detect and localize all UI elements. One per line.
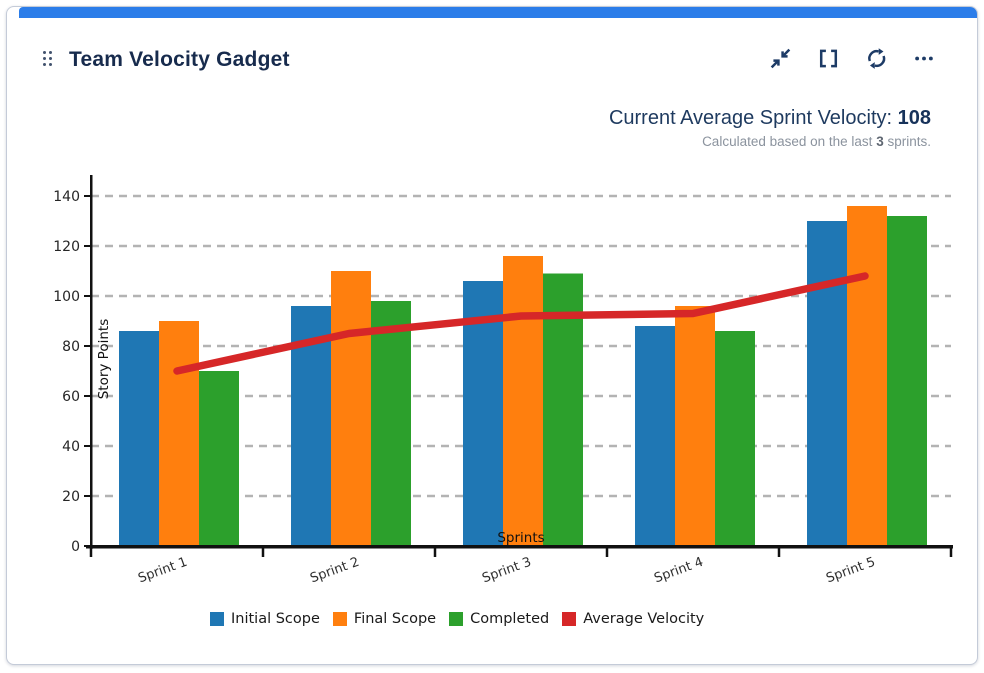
y-tick-label: 80 — [62, 339, 80, 355]
y-tick-label: 100 — [53, 289, 80, 305]
legend-item: Initial Scope — [210, 611, 320, 627]
y-axis-line — [90, 175, 93, 549]
chart-legend: Initial Scope Final Scope Completed Average… — [210, 611, 704, 627]
legend-swatch-icon — [449, 612, 464, 626]
bar-completed — [887, 216, 927, 546]
legend-label: Initial Scope — [231, 611, 320, 627]
gadget-toolbar — [767, 45, 937, 71]
bar-completed — [371, 301, 411, 546]
y-tick-label: 0 — [71, 539, 80, 555]
velocity-gadget-card: Team Velocity Gadget — [6, 6, 978, 665]
y-tick-label: 60 — [62, 389, 80, 405]
legend-swatch-icon — [210, 612, 224, 626]
bar-final-scope — [675, 306, 715, 546]
velocity-summary: Current Average Sprint Velocity: 108 Cal… — [609, 107, 931, 149]
bar-final-scope — [847, 206, 887, 546]
bar-final-scope — [503, 256, 543, 546]
y-tick-label: 20 — [62, 489, 80, 505]
average-velocity-text: Current Average Sprint Velocity: 108 — [609, 107, 931, 130]
bar-initial-scope — [119, 331, 159, 546]
y-tick-label: 120 — [53, 239, 80, 255]
gadget-title: Team Velocity Gadget — [69, 48, 290, 71]
legend-label: Final Scope — [353, 611, 437, 627]
average-velocity-line — [173, 272, 869, 375]
legend-item: Average Velocity — [562, 611, 704, 627]
ellipsis-icon — [915, 56, 933, 60]
bar-initial-scope — [463, 281, 503, 546]
collapse-icon — [770, 48, 790, 68]
collapse-button[interactable] — [767, 45, 793, 71]
card-accent-bar — [19, 7, 977, 18]
y-axis-title: Story Points — [96, 319, 112, 400]
x-axis-title: Sprints — [497, 530, 544, 546]
bar-completed — [715, 331, 755, 546]
more-options-button[interactable] — [911, 45, 937, 71]
legend-item: Final Scope — [332, 611, 437, 627]
average-velocity-label: Current Average Sprint Velocity: — [608, 107, 893, 129]
legend-label: Average Velocity — [583, 611, 705, 627]
y-tick-label: 40 — [62, 439, 80, 455]
velocity-chart: 0 20 40 60 80 100 120 140 Story Points Sprints — [53, 175, 953, 557]
average-velocity-value: 108 — [897, 107, 931, 129]
bar-completed — [199, 371, 239, 546]
legend-swatch-icon — [562, 612, 577, 626]
fullscreen-button[interactable] — [815, 45, 841, 71]
y-tick-label: 140 — [53, 189, 80, 205]
fullscreen-icon — [819, 49, 837, 67]
refresh-icon — [867, 47, 885, 69]
drag-handle-icon[interactable] — [43, 51, 56, 71]
legend-swatch-icon — [332, 612, 347, 626]
legend-item: Completed — [449, 611, 549, 627]
bar-initial-scope — [807, 221, 847, 546]
average-velocity-note: Calculated based on the last 3 sprints. — [702, 134, 931, 149]
bar-final-scope — [159, 321, 199, 546]
refresh-button[interactable] — [863, 45, 889, 71]
bar-final-scope — [331, 271, 371, 546]
bar-initial-scope — [635, 326, 675, 546]
x-axis-line — [86, 545, 953, 549]
legend-label: Completed — [470, 611, 550, 627]
